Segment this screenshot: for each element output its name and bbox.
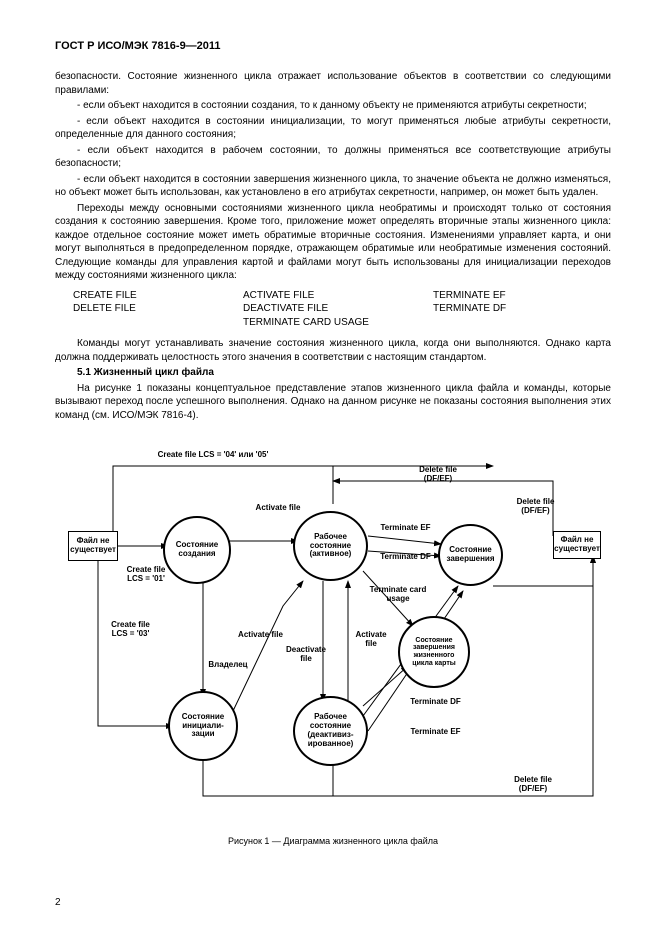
node-circle: Рабочее состояние (деактивиз­ированное) bbox=[293, 696, 368, 766]
para: безопасности. Состояние жизненного цикла… bbox=[55, 70, 611, 97]
edge-label: Terminate EF bbox=[373, 524, 438, 533]
edge-label: Create file LCS = '03' bbox=[103, 621, 158, 639]
edge-label: Delete file (DF/EF) bbox=[508, 498, 563, 516]
cmd: DELETE FILE bbox=[73, 302, 243, 316]
cmd: TERMINATE EF bbox=[433, 289, 573, 303]
edge-label: Terminate card usage bbox=[363, 586, 433, 604]
bullet: - если объект находится в состоянии иниц… bbox=[55, 115, 611, 142]
edge-label: Terminate EF bbox=[403, 728, 468, 737]
para: Переходы между основными состояниями жиз… bbox=[55, 202, 611, 283]
node-circle: Рабочее состояние (активное) bbox=[293, 511, 368, 581]
bullet: - если объект находится в состоянии заве… bbox=[55, 173, 611, 200]
cmd: TERMINATE CARD USAGE bbox=[243, 316, 433, 330]
cmd-row: TERMINATE CARD USAGE bbox=[73, 316, 611, 330]
edge-label: Владелец bbox=[203, 661, 253, 670]
node-box: Файл не существует bbox=[553, 531, 601, 559]
edge-label: Terminate DF bbox=[403, 698, 468, 707]
edge-label: Deactivate file bbox=[282, 646, 330, 664]
cmd: CREATE FILE bbox=[73, 289, 243, 303]
node-box: Файл не существует bbox=[68, 531, 118, 561]
edge-label: Delete file (DF/EF) bbox=[408, 466, 468, 484]
cmd: TERMINATE DF bbox=[433, 302, 573, 316]
bullet: - если объект находится в рабочем состоя… bbox=[55, 144, 611, 171]
cmd-row: DELETE FILE DEACTIVATE FILE TERMINATE DF bbox=[73, 302, 611, 316]
para: На рисунке 1 показаны концептуальное пре… bbox=[55, 382, 611, 423]
edge-label: Activate file bbox=[238, 631, 283, 640]
cmd bbox=[73, 316, 243, 330]
page-number: 2 bbox=[55, 897, 61, 908]
cmd-row: CREATE FILE ACTIVATE FILE TERMINATE EF bbox=[73, 289, 611, 303]
figure-caption: Рисунок 1 — Диаграмма жизненного цикла ф… bbox=[55, 836, 611, 846]
edge-label: Delete file (DF/EF) bbox=[503, 776, 563, 794]
lifecycle-diagram: Файл не существует Файл не существует Со… bbox=[63, 436, 603, 826]
edge-label: Terminate DF bbox=[373, 553, 438, 562]
cmd: DEACTIVATE FILE bbox=[243, 302, 433, 316]
edge-label: Activate file bbox=[350, 631, 392, 649]
bullet: - если объект находится в состоянии созд… bbox=[55, 99, 611, 113]
node-circle: Состояние завершения жизненного цикла ка… bbox=[398, 616, 470, 688]
body-text: безопасности. Состояние жизненного цикла… bbox=[55, 70, 611, 422]
node-circle: Состояние инициали­зации bbox=[168, 691, 238, 761]
edge-label: Create file LCS = '04' или '05' bbox=[148, 451, 278, 460]
para: Команды могут устанавливать значение сос… bbox=[55, 337, 611, 364]
cmd: ACTIVATE FILE bbox=[243, 289, 433, 303]
edge-label: Activate file bbox=[248, 504, 308, 513]
node-circle: Состояние завершения bbox=[438, 524, 503, 586]
edge-label: Create file LCS = '01' bbox=[118, 566, 174, 584]
section-title: 5.1 Жизненный цикл файла bbox=[55, 366, 611, 380]
doc-header: ГОСТ Р ИСО/МЭК 7816-9—2011 bbox=[55, 40, 611, 52]
